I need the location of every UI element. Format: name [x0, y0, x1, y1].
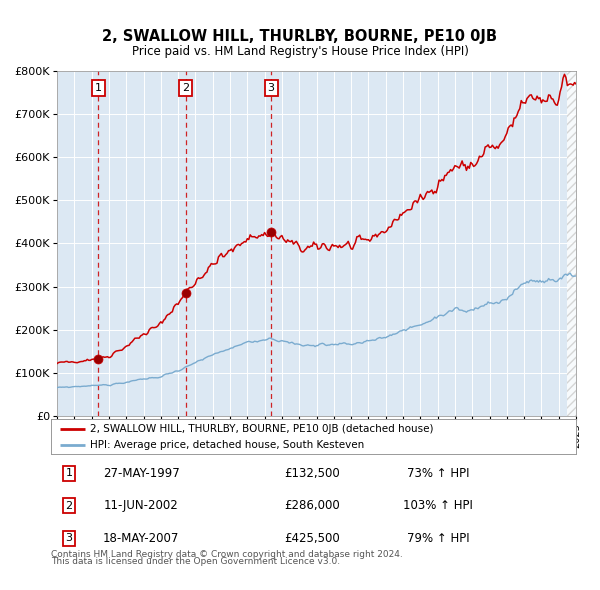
Text: 79% ↑ HPI: 79% ↑ HPI: [407, 532, 469, 545]
Text: £425,500: £425,500: [284, 532, 340, 545]
Text: 27-MAY-1997: 27-MAY-1997: [103, 467, 179, 480]
Text: 2: 2: [65, 501, 73, 511]
Text: Price paid vs. HM Land Registry's House Price Index (HPI): Price paid vs. HM Land Registry's House …: [131, 45, 469, 58]
Text: 2: 2: [182, 83, 189, 93]
Text: HPI: Average price, detached house, South Kesteven: HPI: Average price, detached house, Sout…: [91, 440, 365, 450]
Text: 2, SWALLOW HILL, THURLBY, BOURNE, PE10 0JB: 2, SWALLOW HILL, THURLBY, BOURNE, PE10 0…: [103, 29, 497, 44]
Text: £132,500: £132,500: [284, 467, 340, 480]
Text: This data is licensed under the Open Government Licence v3.0.: This data is licensed under the Open Gov…: [51, 556, 340, 566]
Text: 103% ↑ HPI: 103% ↑ HPI: [403, 499, 473, 513]
Text: 18-MAY-2007: 18-MAY-2007: [103, 532, 179, 545]
Text: 1: 1: [65, 468, 73, 478]
Text: 1: 1: [95, 83, 101, 93]
Text: £286,000: £286,000: [284, 499, 340, 513]
Text: 3: 3: [65, 533, 73, 543]
Text: 3: 3: [268, 83, 275, 93]
Text: Contains HM Land Registry data © Crown copyright and database right 2024.: Contains HM Land Registry data © Crown c…: [51, 549, 403, 559]
Text: 11-JUN-2002: 11-JUN-2002: [104, 499, 178, 513]
Text: 73% ↑ HPI: 73% ↑ HPI: [407, 467, 469, 480]
Text: 2, SWALLOW HILL, THURLBY, BOURNE, PE10 0JB (detached house): 2, SWALLOW HILL, THURLBY, BOURNE, PE10 0…: [91, 424, 434, 434]
